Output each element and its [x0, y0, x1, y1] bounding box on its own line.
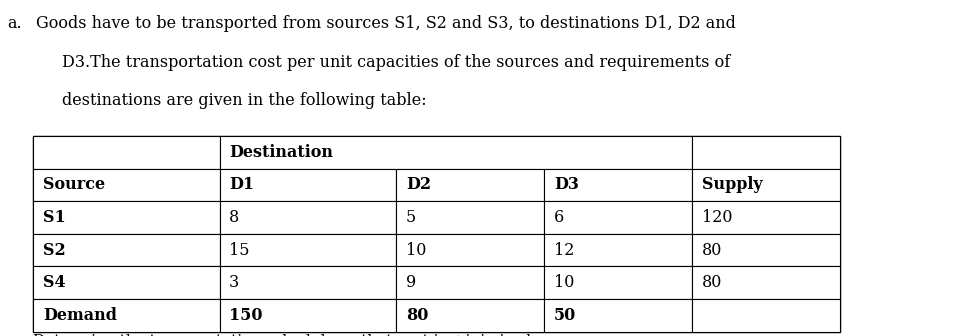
Text: Goods have to be transported from sources S1, S2 and S3, to destinations D1, D2 : Goods have to be transported from source…	[36, 15, 736, 32]
Text: D3: D3	[554, 176, 579, 194]
Text: 15: 15	[229, 242, 249, 259]
Text: D1: D1	[229, 176, 254, 194]
Bar	[692, 169, 840, 201]
Text: Determine the transportation schedule so that cost is minimized.: Determine the transportation schedule so…	[33, 334, 537, 336]
Text: S4: S4	[43, 274, 66, 291]
Text: 6: 6	[554, 209, 564, 226]
Bar	[396, 266, 544, 299]
Text: 120: 120	[702, 209, 732, 226]
Bar	[220, 169, 396, 201]
Text: S2: S2	[43, 242, 66, 259]
Text: D2: D2	[406, 176, 431, 194]
Bar	[544, 266, 692, 299]
Bar	[220, 234, 396, 266]
Text: Source: Source	[43, 176, 105, 194]
Text: 3: 3	[229, 274, 240, 291]
Bar	[692, 136, 840, 169]
Text: a.: a.	[8, 15, 22, 32]
Bar	[396, 201, 544, 234]
Text: 80: 80	[406, 307, 428, 324]
Bar	[33, 234, 220, 266]
Text: D3.The transportation cost per unit capacities of the sources and requirements o: D3.The transportation cost per unit capa…	[62, 54, 731, 71]
Bar	[220, 266, 396, 299]
Text: 5: 5	[406, 209, 416, 226]
Text: 8: 8	[229, 209, 240, 226]
Text: destinations are given in the following table:: destinations are given in the following …	[62, 92, 427, 110]
Bar	[692, 201, 840, 234]
Text: 10: 10	[554, 274, 574, 291]
Bar	[544, 201, 692, 234]
Bar	[33, 299, 220, 332]
Bar	[544, 169, 692, 201]
Bar	[396, 299, 544, 332]
Bar	[396, 234, 544, 266]
Bar	[396, 169, 544, 201]
Text: 9: 9	[406, 274, 416, 291]
Bar	[692, 299, 840, 332]
Text: Supply: Supply	[702, 176, 762, 194]
Bar	[33, 136, 840, 332]
Text: 10: 10	[406, 242, 426, 259]
Bar	[692, 234, 840, 266]
Text: S1: S1	[43, 209, 66, 226]
Bar	[220, 136, 692, 169]
Bar	[33, 136, 220, 169]
Text: Destination: Destination	[229, 144, 333, 161]
Text: Demand: Demand	[43, 307, 117, 324]
Text: 80: 80	[702, 242, 722, 259]
Text: 80: 80	[702, 274, 722, 291]
Bar	[544, 299, 692, 332]
Bar	[544, 234, 692, 266]
Bar	[33, 266, 220, 299]
Bar	[33, 169, 220, 201]
Text: 150: 150	[229, 307, 263, 324]
Text: 50: 50	[554, 307, 576, 324]
Bar	[220, 299, 396, 332]
Bar	[33, 201, 220, 234]
Bar	[220, 201, 396, 234]
Bar	[692, 266, 840, 299]
Text: 12: 12	[554, 242, 574, 259]
